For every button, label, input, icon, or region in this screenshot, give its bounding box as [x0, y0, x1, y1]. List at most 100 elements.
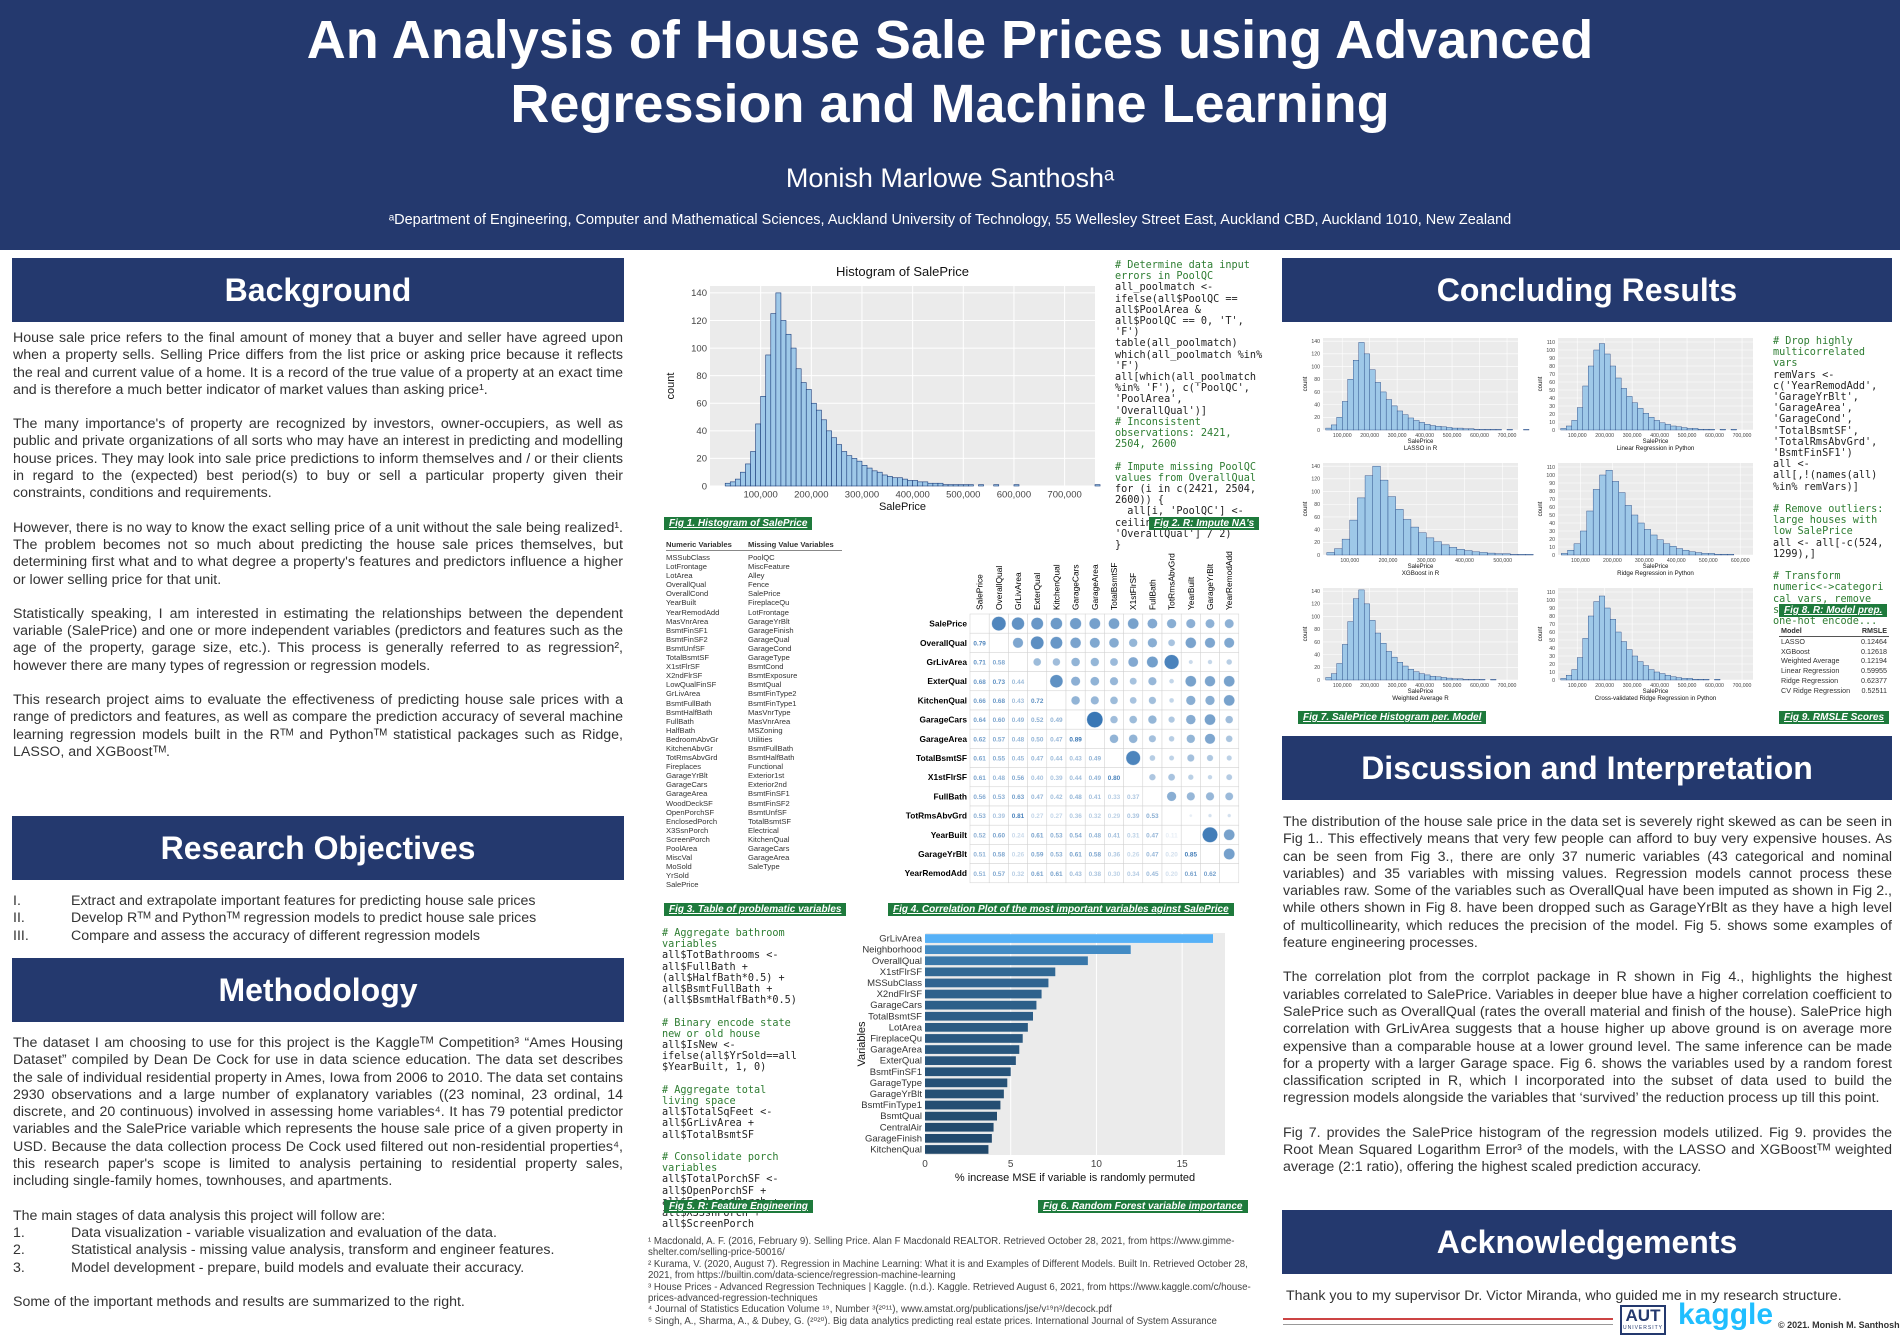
corr-circle [1226, 658, 1233, 666]
corr-circle [1108, 617, 1120, 630]
corr-cell [1123, 767, 1144, 788]
corr-circle [1109, 696, 1119, 705]
histogram-bar [922, 481, 929, 487]
histogram-bar [1626, 396, 1633, 431]
histogram-bar [1495, 429, 1502, 431]
stage-text: Model development - prepare, build model… [71, 1259, 525, 1276]
histogram-bar [1374, 632, 1381, 681]
y-tick-label: 0 [1552, 553, 1555, 559]
variable-name: BedroomAbvGr [666, 734, 719, 744]
histogram-bar [1588, 615, 1594, 681]
corr-coef-label: 0.43 [1069, 756, 1082, 763]
fig7-panel: 0 10 20 30 40 50 60 70 80 90 100 110 100,000 200,000 3… [1546, 588, 1753, 689]
y-tick-label: 0 [1317, 428, 1320, 434]
rmse-cell: XGBoost [1781, 646, 1810, 656]
category-label: BsmtFinType1 [861, 1100, 922, 1111]
histogram-bar [1446, 677, 1453, 681]
corr-circle [1186, 754, 1195, 762]
code-line: errors in PoolQC [1115, 271, 1214, 283]
histogram-bar [1451, 678, 1458, 681]
corr-col-label: ExterQual [1032, 573, 1042, 610]
histogram-bar [1618, 492, 1626, 556]
x-tick-label: 0 [922, 1159, 928, 1170]
histogram-bar [1457, 678, 1464, 681]
corr-circle [1050, 636, 1063, 650]
variable-name: KitchenQual [748, 834, 790, 844]
y-tick-label: 60 [1549, 505, 1555, 511]
corr-coef-label: 0.29 [1108, 813, 1121, 820]
histogram-bar [912, 480, 918, 487]
code-line: living space [662, 1096, 736, 1108]
histogram-bar [1720, 553, 1728, 556]
histogram-bar [1659, 422, 1666, 431]
variable-name: X3SsnPorch [666, 825, 709, 835]
histogram-bar [1429, 675, 1436, 681]
corr-coef-label: 0.33 [1108, 794, 1121, 801]
corr-coef-label: 0.39 [1127, 813, 1140, 820]
code-line: all$X3SsnPorch + [662, 1208, 761, 1220]
objective-item: I. Extract and extrapolate important feat… [13, 893, 623, 910]
histogram-bar [1479, 429, 1486, 431]
histogram-bar [805, 389, 812, 487]
corr-circle [1149, 754, 1156, 762]
reference: ⁵ Singh, A., Sharma, A., & Dubey, G. (²⁰… [648, 1315, 1217, 1327]
corr-col-label: YearBuilt [1186, 576, 1196, 610]
histogram-bar [1626, 649, 1633, 681]
category-label: BsmtFinSF1 [870, 1067, 922, 1078]
corr-coef-label: 0.63 [1012, 794, 1025, 801]
corr-circle [1049, 674, 1064, 688]
aut-logo-sub: UNIVERSITY [1622, 1325, 1663, 1331]
histogram-bar [1448, 547, 1458, 556]
y-tick-label: 20 [1314, 540, 1320, 546]
histogram-bar [846, 455, 853, 487]
corr-cell [1027, 671, 1048, 692]
panel-label: Linear Regression in Python [1617, 445, 1695, 452]
corr-row-label: OverallQual [920, 638, 967, 648]
code-line: all$ScreenPorch [662, 1219, 755, 1231]
importance-bar [925, 1000, 1037, 1010]
y-tick-label: 60 [1314, 640, 1320, 646]
variable-name: MasVnrType [748, 707, 791, 717]
corr-col-label: FullBath [1147, 579, 1157, 610]
code-line: 'BsmtFinSF1') [1773, 448, 1853, 460]
corr-cell [1180, 824, 1201, 845]
histogram-bar [1686, 428, 1693, 431]
corr-circle [1207, 774, 1213, 780]
variable-name: MoSold [666, 862, 692, 872]
corr-circle [1187, 774, 1194, 781]
variable-name: BsmtUnfSF [748, 807, 787, 817]
histogram-bar [1326, 552, 1335, 556]
histogram-bar [1670, 425, 1677, 431]
histogram-bar [836, 444, 843, 487]
code-line: all_poolmatch <- [1115, 282, 1214, 294]
histogram-bar [1669, 545, 1677, 556]
panel-xlabel: SalePrice [1408, 689, 1434, 695]
fig3-header-numeric: Numeric Variables [666, 540, 732, 549]
y-tick-label: 60 [1549, 380, 1555, 386]
corr-coef-label: 0.26 [1127, 852, 1140, 859]
corr-coef-label: 0.49 [1089, 756, 1102, 763]
stage-item: 3. Model development - prepare, build mod… [13, 1260, 623, 1277]
histogram-bar [947, 484, 954, 487]
histogram-bar [1620, 641, 1627, 681]
variable-name: SalePrice [666, 880, 699, 890]
variable-name: FullBath [666, 716, 694, 726]
fig5-code: # Aggregate bathroom variables all$TotBath… [662, 928, 797, 1230]
variable-name: X1stFlrSF [666, 662, 700, 672]
histogram-bar [866, 467, 873, 487]
rmse-cell: 0.59955 [1861, 666, 1887, 676]
histogram-bar [1347, 621, 1354, 681]
corr-circle [1185, 637, 1197, 649]
corr-coef-label: 0.42 [1050, 794, 1063, 801]
objective-text: Extract and extrapolate important featur… [71, 893, 536, 909]
histogram-bar [1648, 416, 1655, 431]
histogram-bar [1686, 678, 1693, 681]
rmse-header: Model [1781, 626, 1802, 635]
corr-coef-label: 0.68 [993, 698, 1006, 705]
code-line: all <- [1773, 459, 1810, 471]
corr-circle [1089, 637, 1101, 649]
histogram-bar [1342, 644, 1348, 681]
histogram-bar [1727, 553, 1735, 556]
corr-circle [1169, 678, 1175, 684]
corr-cell [1046, 690, 1067, 711]
